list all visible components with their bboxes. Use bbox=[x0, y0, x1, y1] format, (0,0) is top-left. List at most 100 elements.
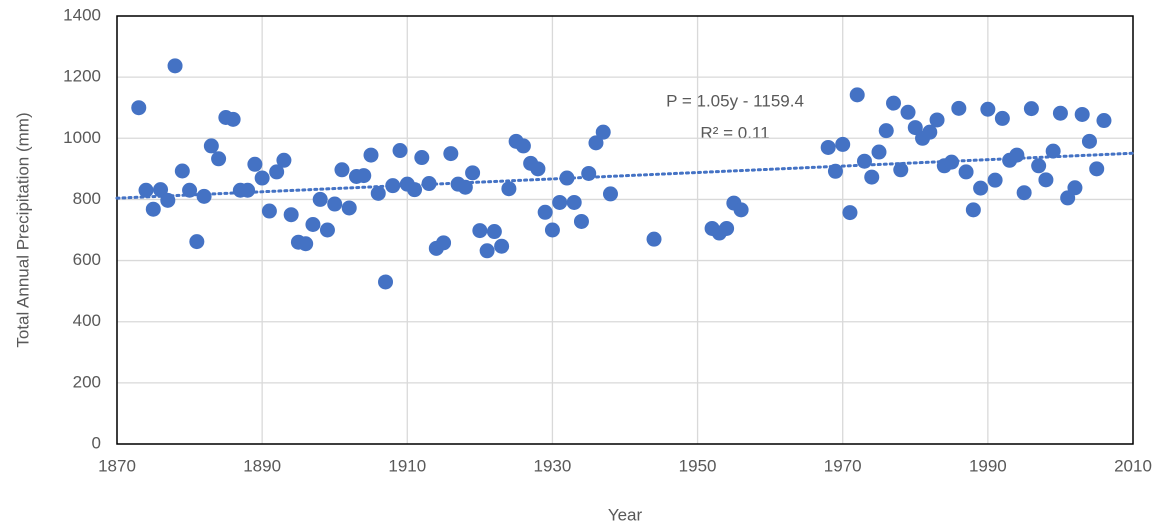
y-tick-label: 400 bbox=[73, 311, 101, 330]
data-point bbox=[1045, 143, 1061, 159]
data-point bbox=[261, 203, 277, 219]
data-point bbox=[363, 147, 379, 163]
data-point bbox=[370, 185, 386, 201]
data-point bbox=[515, 138, 531, 154]
x-axis-title: Year bbox=[608, 505, 643, 524]
data-point bbox=[298, 236, 314, 252]
data-point bbox=[327, 196, 343, 212]
y-tick-label: 600 bbox=[73, 250, 101, 269]
x-tick-label: 1950 bbox=[679, 456, 717, 475]
data-point bbox=[254, 170, 270, 186]
data-point bbox=[588, 135, 604, 151]
data-point bbox=[1081, 133, 1097, 149]
y-tick-label: 0 bbox=[92, 433, 101, 452]
data-point bbox=[378, 274, 394, 290]
x-tick-label: 1990 bbox=[969, 456, 1007, 475]
data-point bbox=[240, 182, 256, 198]
data-point bbox=[145, 201, 161, 217]
data-point bbox=[646, 231, 662, 247]
y-tick-label: 1400 bbox=[63, 5, 101, 24]
trend-equation: P = 1.05y - 1159.4 bbox=[666, 91, 804, 110]
data-point bbox=[907, 120, 923, 136]
data-point bbox=[305, 216, 321, 232]
data-point bbox=[276, 152, 292, 168]
data-point bbox=[566, 194, 582, 210]
data-point bbox=[878, 123, 894, 139]
data-point bbox=[994, 110, 1010, 126]
data-point bbox=[602, 186, 618, 202]
data-point bbox=[849, 87, 865, 103]
x-tick-label: 1970 bbox=[824, 456, 862, 475]
data-point bbox=[1052, 105, 1068, 121]
data-point bbox=[1089, 161, 1105, 177]
data-point bbox=[356, 168, 372, 184]
data-point bbox=[283, 207, 299, 223]
y-tick-label: 1000 bbox=[63, 128, 101, 147]
data-point bbox=[160, 192, 176, 208]
data-point bbox=[733, 202, 749, 218]
data-point bbox=[167, 58, 183, 74]
data-point bbox=[552, 194, 568, 210]
data-point bbox=[951, 100, 967, 116]
data-point bbox=[196, 188, 212, 204]
data-point bbox=[465, 165, 481, 181]
data-point bbox=[530, 161, 546, 177]
data-point bbox=[893, 162, 909, 178]
data-point bbox=[334, 162, 350, 178]
plot-frame bbox=[116, 15, 1134, 445]
data-point bbox=[486, 224, 502, 240]
data-point bbox=[1016, 185, 1032, 201]
data-point bbox=[174, 163, 190, 179]
data-point bbox=[1009, 147, 1025, 163]
data-point bbox=[182, 182, 198, 198]
trendline bbox=[115, 151, 1135, 200]
data-point bbox=[1074, 106, 1090, 122]
data-point bbox=[958, 164, 974, 180]
data-point bbox=[225, 111, 241, 127]
x-tick-label: 1910 bbox=[388, 456, 426, 475]
data-point bbox=[1067, 180, 1083, 196]
data-point bbox=[537, 204, 553, 220]
data-point bbox=[1031, 158, 1047, 174]
data-point bbox=[131, 100, 147, 116]
data-point bbox=[203, 138, 219, 154]
data-point bbox=[842, 205, 858, 221]
data-point bbox=[581, 165, 597, 181]
data-point bbox=[1096, 113, 1112, 129]
data-point bbox=[820, 139, 836, 155]
data-point bbox=[319, 222, 335, 238]
data-point bbox=[595, 124, 611, 140]
data-point bbox=[385, 178, 401, 194]
data-point bbox=[414, 150, 430, 166]
data-point bbox=[900, 104, 916, 120]
data-point bbox=[864, 169, 880, 185]
data-point bbox=[501, 181, 517, 197]
x-tick-label: 1890 bbox=[243, 456, 281, 475]
data-point bbox=[973, 180, 989, 196]
data-point bbox=[886, 95, 902, 111]
y-tick-label: 1200 bbox=[63, 67, 101, 86]
y-tick-label: 200 bbox=[73, 372, 101, 391]
data-point bbox=[827, 163, 843, 179]
trend-r2: R² = 0.11 bbox=[700, 123, 769, 142]
y-tick-label: 800 bbox=[73, 189, 101, 208]
data-point bbox=[392, 143, 408, 159]
data-point bbox=[189, 234, 205, 250]
x-tick-label: 2010 bbox=[1114, 456, 1152, 475]
x-tick-label: 1870 bbox=[98, 456, 136, 475]
data-point bbox=[479, 243, 495, 259]
data-point bbox=[138, 182, 154, 198]
data-point bbox=[544, 222, 560, 238]
data-point bbox=[472, 223, 488, 239]
data-point bbox=[980, 101, 996, 117]
data-point bbox=[211, 151, 227, 167]
data-point bbox=[269, 164, 285, 180]
data-point bbox=[944, 154, 960, 170]
data-point bbox=[856, 153, 872, 169]
data-point bbox=[494, 238, 510, 254]
data-point bbox=[443, 146, 459, 162]
data-point bbox=[922, 124, 938, 140]
data-point bbox=[965, 202, 981, 218]
data-point bbox=[153, 182, 169, 198]
data-point bbox=[341, 200, 357, 216]
